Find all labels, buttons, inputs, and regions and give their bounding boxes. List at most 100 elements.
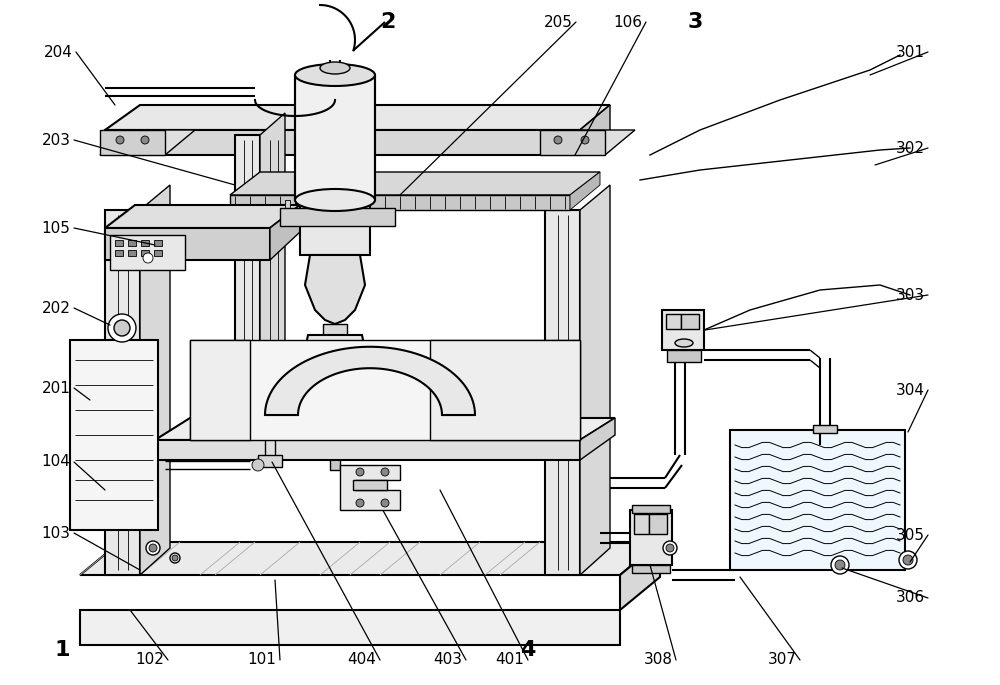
Polygon shape [230, 172, 600, 195]
Text: 104: 104 [42, 455, 70, 469]
Polygon shape [580, 185, 610, 575]
Polygon shape [323, 324, 347, 335]
Bar [295, 75, 375, 200]
Polygon shape [580, 418, 615, 460]
Circle shape [108, 314, 136, 342]
Polygon shape [340, 465, 400, 510]
Polygon shape [155, 418, 615, 440]
Bar [813, 425, 837, 433]
Ellipse shape [320, 62, 350, 74]
Text: 302: 302 [896, 140, 924, 155]
Polygon shape [155, 440, 580, 460]
Bar [730, 430, 905, 570]
Bar [110, 235, 185, 270]
Bar [634, 514, 649, 534]
Polygon shape [302, 335, 368, 395]
Polygon shape [620, 542, 660, 610]
Circle shape [149, 544, 157, 552]
Polygon shape [285, 200, 290, 210]
Bar [100, 130, 165, 155]
Bar [632, 505, 670, 513]
Polygon shape [105, 210, 140, 575]
Circle shape [666, 544, 674, 552]
Circle shape [831, 556, 849, 574]
Ellipse shape [295, 189, 375, 211]
Polygon shape [140, 185, 170, 575]
Polygon shape [105, 105, 610, 130]
Ellipse shape [295, 64, 375, 86]
Bar [662, 310, 704, 350]
Circle shape [356, 468, 364, 476]
Text: 201: 201 [42, 380, 70, 395]
Text: 404: 404 [348, 653, 376, 667]
Polygon shape [80, 610, 620, 645]
Circle shape [143, 253, 153, 263]
Polygon shape [305, 255, 365, 324]
Text: 306: 306 [895, 590, 925, 606]
Polygon shape [190, 340, 250, 440]
Circle shape [835, 560, 845, 570]
Bar [128, 240, 136, 246]
Polygon shape [540, 130, 635, 155]
Text: 101: 101 [248, 653, 276, 667]
Text: 308: 308 [644, 653, 672, 667]
Bar [258, 455, 282, 467]
Circle shape [554, 136, 562, 144]
Polygon shape [105, 205, 300, 228]
Polygon shape [105, 228, 270, 260]
Bar [353, 480, 387, 490]
Circle shape [141, 136, 149, 144]
Circle shape [663, 541, 677, 555]
Bar [681, 314, 699, 329]
Text: 4: 4 [520, 640, 536, 660]
Polygon shape [190, 340, 580, 440]
Circle shape [381, 499, 389, 507]
Bar [667, 350, 701, 362]
Text: 401: 401 [496, 653, 524, 667]
Circle shape [146, 541, 160, 555]
Text: 2: 2 [380, 12, 396, 32]
Text: 106: 106 [614, 14, 642, 29]
Text: 3: 3 [687, 12, 703, 32]
Bar [540, 130, 605, 155]
Bar [115, 240, 123, 246]
Text: 303: 303 [895, 288, 925, 303]
Text: 305: 305 [896, 527, 924, 543]
Text: 202: 202 [42, 301, 70, 316]
Polygon shape [570, 172, 600, 210]
Bar [128, 250, 136, 256]
Circle shape [381, 468, 389, 476]
Circle shape [170, 553, 180, 563]
Text: 105: 105 [42, 221, 70, 236]
Bar [280, 208, 395, 226]
Circle shape [581, 136, 589, 144]
Text: 304: 304 [896, 382, 924, 397]
Bar [630, 510, 672, 565]
Bar [141, 240, 149, 246]
Polygon shape [580, 105, 610, 155]
Text: 403: 403 [434, 653, 462, 667]
Text: 307: 307 [768, 653, 796, 667]
Text: 1: 1 [54, 640, 70, 660]
Polygon shape [105, 130, 580, 155]
Circle shape [356, 499, 364, 507]
Polygon shape [265, 347, 475, 415]
Polygon shape [430, 340, 580, 440]
Bar [115, 250, 123, 256]
Polygon shape [100, 130, 195, 155]
Text: 103: 103 [42, 525, 70, 540]
Circle shape [899, 551, 917, 569]
Text: 205: 205 [544, 14, 572, 29]
Polygon shape [300, 205, 370, 255]
Circle shape [172, 555, 178, 561]
Polygon shape [80, 542, 660, 575]
Polygon shape [270, 205, 300, 260]
Polygon shape [330, 452, 340, 470]
Circle shape [114, 320, 130, 336]
Text: 102: 102 [136, 653, 164, 667]
Bar [141, 250, 149, 256]
Bar [154, 250, 162, 256]
Bar [632, 565, 670, 573]
Bar [154, 240, 162, 246]
Circle shape [903, 555, 913, 565]
